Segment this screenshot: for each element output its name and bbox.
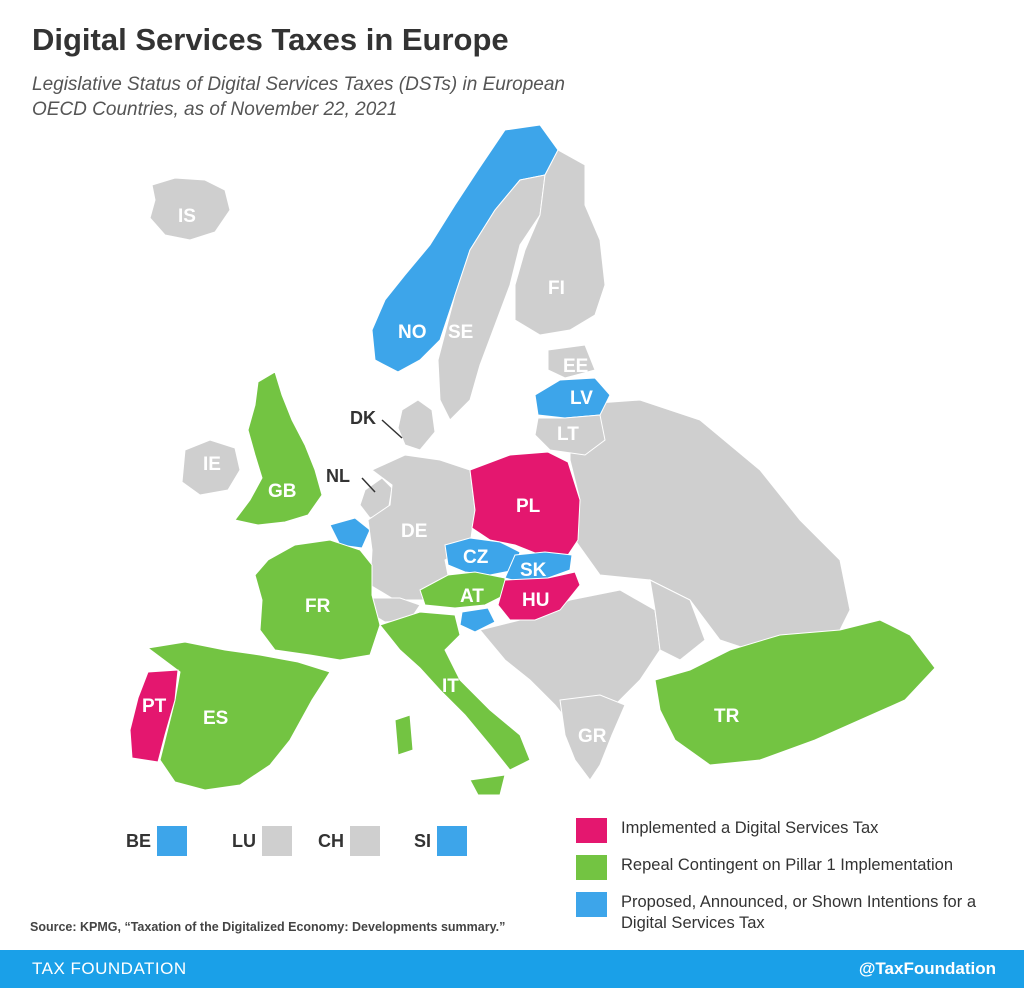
label-dk: DK bbox=[350, 408, 376, 428]
legend-item-proposed: Proposed, Announced, or Shown Intentions… bbox=[576, 892, 1011, 934]
label-hu: HU bbox=[522, 590, 549, 611]
label-pl: PL bbox=[516, 496, 541, 517]
country-lt bbox=[534, 414, 606, 456]
country-fi bbox=[514, 149, 606, 336]
legend-swatch-implemented bbox=[576, 818, 607, 843]
legend-swatch-proposed bbox=[576, 892, 607, 917]
small-state-be: BE bbox=[126, 826, 188, 856]
map-title: Digital Services Taxes in Europe bbox=[32, 22, 509, 57]
country-it-sardinia bbox=[394, 714, 414, 756]
label-de: DE bbox=[401, 521, 427, 542]
small-state-be-swatch bbox=[157, 826, 188, 856]
legend-label-implemented: Implemented a Digital Services Tax bbox=[621, 819, 879, 837]
label-ee: EE bbox=[563, 356, 588, 377]
country-lv bbox=[534, 377, 611, 419]
label-fr: FR bbox=[305, 596, 331, 617]
label-at: AT bbox=[460, 586, 484, 607]
label-se: SE bbox=[448, 322, 473, 343]
label-lt: LT bbox=[557, 424, 579, 445]
label-fi: FI bbox=[548, 278, 565, 299]
legend-item-implemented: Implemented a Digital Services Tax bbox=[576, 818, 1011, 843]
label-nl: NL bbox=[326, 466, 350, 486]
source-note: Source: KPMG, “Taxation of the Digitaliz… bbox=[30, 920, 506, 934]
footer-brand: TAX FOUNDATION bbox=[32, 959, 187, 978]
legend-label-proposed: Proposed, Announced, or Shown Intentions… bbox=[621, 893, 976, 932]
country-gr bbox=[559, 694, 626, 781]
label-gb: GB bbox=[268, 481, 297, 502]
label-no: NO bbox=[398, 322, 427, 343]
country-ee bbox=[547, 344, 596, 379]
country-tr bbox=[654, 619, 936, 766]
label-it: IT bbox=[442, 676, 459, 697]
country-sk bbox=[504, 551, 573, 583]
land-black-sea-shore bbox=[649, 579, 706, 661]
label-sk: SK bbox=[520, 560, 547, 581]
country-dk bbox=[397, 399, 436, 451]
small-state-ch-code: CH bbox=[318, 830, 344, 851]
small-state-lu-code: LU bbox=[232, 830, 256, 851]
country-gb bbox=[234, 371, 323, 526]
footer-social-handle[interactable]: @TaxFoundation bbox=[858, 959, 996, 978]
country-si bbox=[459, 607, 496, 633]
land-balkans bbox=[479, 589, 661, 731]
country-ie bbox=[181, 439, 241, 496]
country-is bbox=[149, 177, 231, 241]
small-state-lu-swatch bbox=[262, 826, 292, 856]
country-se bbox=[437, 174, 546, 421]
legend-swatch-repeal-contingent bbox=[576, 855, 607, 880]
small-state-si-code: SI bbox=[414, 830, 432, 851]
small-state-si: SI bbox=[414, 826, 468, 856]
footer-bar: TAX FOUNDATION @TaxFoundation bbox=[0, 950, 1024, 988]
country-be bbox=[329, 517, 371, 549]
legend-item-repeal-contingent: Repeal Contingent on Pillar 1 Implementa… bbox=[576, 855, 1011, 880]
dk-leader-line bbox=[381, 419, 403, 439]
label-lv: LV bbox=[570, 388, 593, 409]
small-state-ch-swatch bbox=[350, 826, 380, 856]
label-cz: CZ bbox=[463, 547, 489, 568]
map-subtitle: Legislative Status of Digital Services T… bbox=[32, 74, 565, 120]
small-state-ch: CH bbox=[318, 826, 380, 856]
label-pt: PT bbox=[142, 696, 167, 717]
legend-label-repeal-contingent: Repeal Contingent on Pillar 1 Implementa… bbox=[621, 856, 954, 874]
label-gr: GR bbox=[578, 726, 607, 747]
small-state-lu: LU bbox=[232, 826, 292, 856]
country-pt bbox=[129, 669, 179, 763]
country-it bbox=[379, 611, 531, 771]
label-is: IS bbox=[178, 206, 196, 227]
status-legend: Implemented a Digital Services Tax Repea… bbox=[576, 818, 1011, 946]
country-it-sicily bbox=[469, 774, 506, 796]
label-ie: IE bbox=[203, 454, 221, 475]
small-state-si-swatch bbox=[437, 826, 468, 856]
label-es: ES bbox=[203, 708, 228, 729]
label-tr: TR bbox=[714, 706, 740, 727]
small-state-be-code: BE bbox=[126, 830, 152, 851]
country-fr bbox=[254, 539, 381, 661]
nl-leader-line bbox=[361, 477, 376, 493]
country-hu bbox=[497, 571, 581, 621]
country-es bbox=[146, 641, 331, 791]
